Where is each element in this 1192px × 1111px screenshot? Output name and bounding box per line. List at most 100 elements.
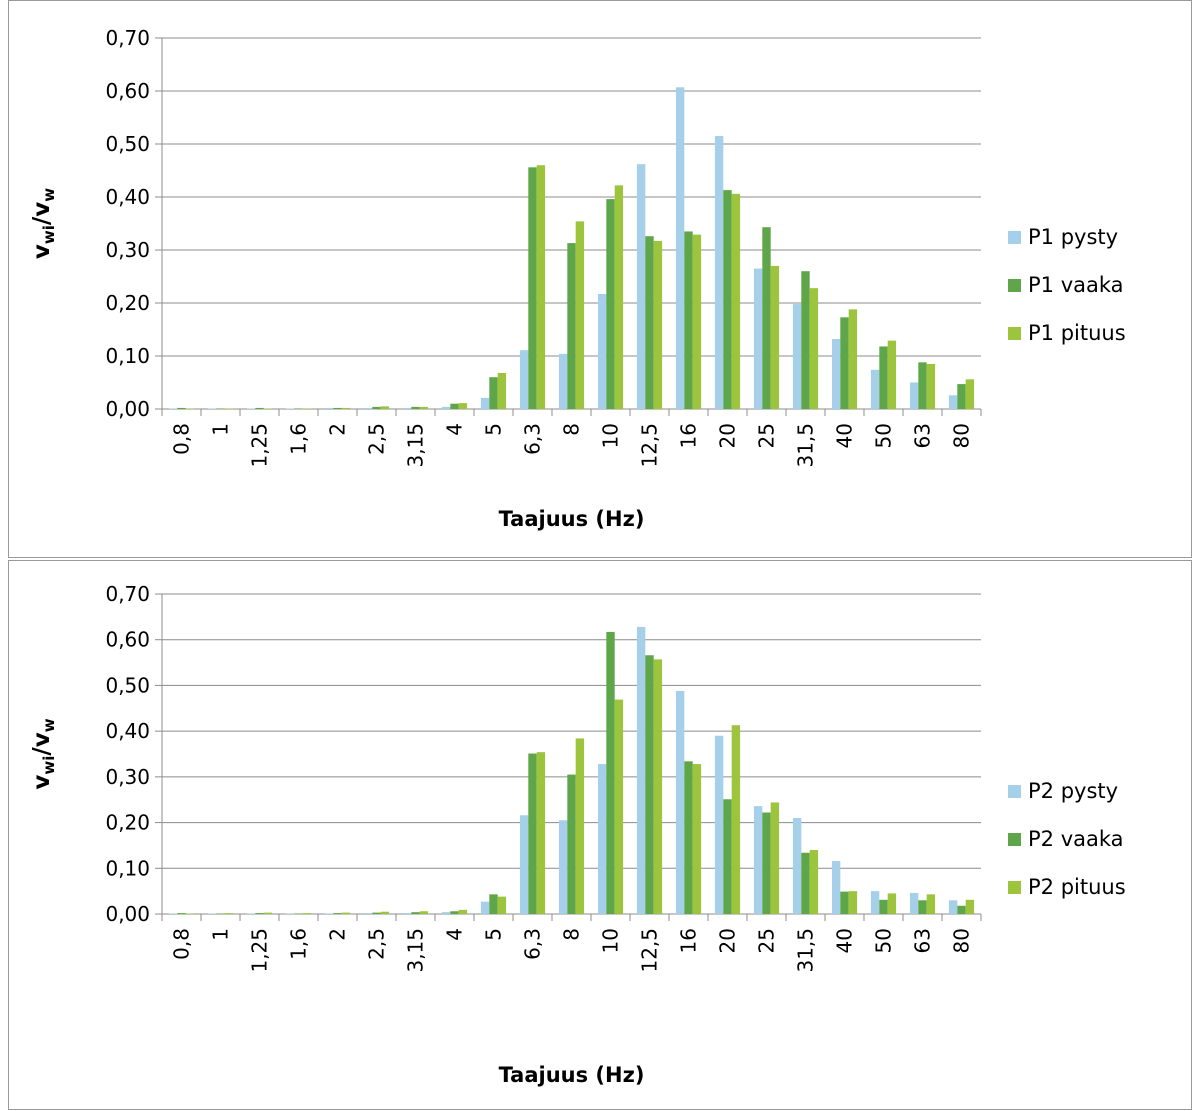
bar (654, 659, 662, 914)
x-tick-label: 31,5 (794, 423, 818, 468)
bar (177, 913, 185, 914)
x-tick-label: 80 (950, 928, 974, 953)
y-axis-title-part: /v (29, 202, 55, 225)
y-tick-label: 0,20 (105, 291, 150, 315)
y-axis-title-part: v (29, 775, 55, 790)
bar (840, 892, 848, 914)
x-tick-label: 10 (599, 928, 623, 953)
x-tick-label: 20 (716, 423, 740, 448)
bar (715, 136, 723, 409)
bar (910, 893, 918, 914)
y-tick-label: 0,30 (105, 238, 150, 262)
bar (645, 655, 653, 914)
x-tick-label: 6,3 (521, 928, 545, 960)
y-tick-label: 0,50 (105, 132, 150, 156)
x-tick-label: 1,6 (287, 928, 311, 960)
bar (294, 408, 302, 409)
x-tick-label: 1,25 (248, 423, 272, 468)
bar (879, 346, 887, 409)
bar (225, 913, 233, 914)
bar (637, 164, 645, 409)
x-axis-title: Taajuus (Hz) (499, 1063, 645, 1087)
y-tick-label: 0,10 (105, 344, 150, 368)
legend-label: P2 vaaka (1028, 827, 1124, 851)
bar (333, 913, 341, 914)
bar (910, 383, 918, 410)
x-axis-title: Taajuus (Hz) (499, 507, 645, 531)
bar (732, 725, 740, 914)
bar (927, 364, 935, 409)
bar (762, 227, 770, 409)
y-tick-label: 0,50 (105, 673, 150, 697)
y-tick-label: 0,70 (105, 582, 150, 606)
x-tick-label: 63 (911, 928, 935, 953)
legend-label: P1 pituus (1028, 321, 1126, 345)
y-axis-title-part: /v (29, 732, 55, 755)
y-tick-label: 0,60 (105, 79, 150, 103)
legend-label: P1 vaaka (1028, 273, 1124, 297)
bar (177, 408, 185, 409)
bar (927, 894, 935, 914)
bar (684, 761, 692, 914)
bar (481, 398, 489, 409)
x-tick-label: 0,8 (170, 423, 194, 455)
bar (832, 861, 840, 914)
bar (364, 913, 372, 914)
legend-label: P2 pysty (1028, 779, 1118, 803)
bar (264, 408, 272, 409)
x-tick-label: 80 (950, 423, 974, 448)
x-tick-label: 4 (443, 423, 467, 436)
bar (442, 407, 450, 409)
bar (381, 912, 389, 914)
bar (225, 408, 233, 409)
x-tick-label: 25 (755, 423, 779, 448)
y-tick-label: 0,00 (105, 902, 150, 926)
bar (715, 736, 723, 914)
bar (949, 395, 957, 409)
bar (520, 815, 528, 914)
bar (732, 194, 740, 409)
bar (186, 408, 194, 409)
bar (762, 813, 770, 914)
legend-swatch (1008, 231, 1021, 244)
bar (840, 317, 848, 409)
y-tick-label: 0,00 (105, 397, 150, 421)
bar (693, 235, 701, 409)
legend-label: P1 pysty (1028, 225, 1118, 249)
bar (676, 87, 684, 409)
x-tick-label: 1 (209, 423, 233, 436)
y-tick-label: 0,60 (105, 628, 150, 652)
legend-swatch (1008, 279, 1021, 292)
bar (372, 913, 380, 914)
x-tick-label: 50 (872, 928, 896, 953)
bar (498, 897, 506, 914)
bar (364, 408, 372, 409)
bar (723, 190, 731, 409)
bar (372, 407, 380, 409)
bar (303, 913, 311, 914)
bar (459, 910, 467, 914)
bar (169, 408, 177, 409)
bar (255, 408, 263, 409)
bar (723, 799, 731, 914)
x-tick-label: 2 (326, 928, 350, 941)
x-tick-label: 2 (326, 423, 350, 436)
bar (654, 241, 662, 409)
legend-label: P2 pituus (1028, 875, 1126, 899)
legend-swatch (1008, 785, 1021, 798)
bar (325, 408, 333, 409)
y-axis-title: vwi/vw (29, 718, 58, 789)
y-axis-title-subscript: w (40, 718, 58, 732)
bar (264, 913, 272, 914)
x-tick-label: 5 (482, 423, 506, 436)
bar (888, 341, 896, 409)
x-tick-label: 8 (560, 928, 584, 941)
bar (810, 288, 818, 409)
bar (303, 408, 311, 409)
x-tick-label: 2,5 (365, 928, 389, 960)
bar (411, 407, 419, 409)
bar (576, 738, 584, 914)
